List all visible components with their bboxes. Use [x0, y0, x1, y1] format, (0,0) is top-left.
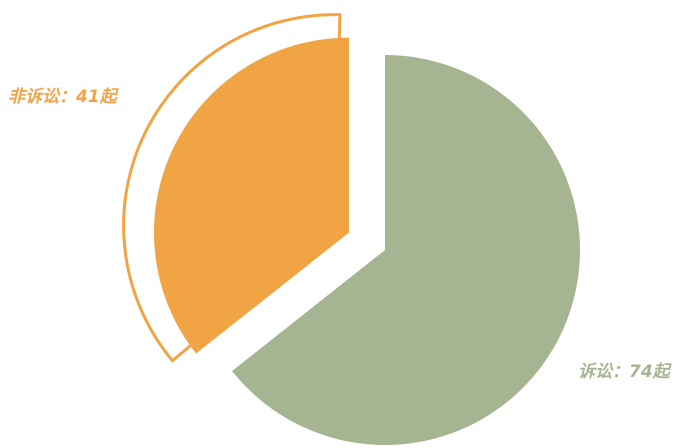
slice-label: 非诉讼：41起: [8, 87, 120, 107]
slice: [153, 37, 349, 354]
slice: [232, 55, 580, 445]
slice-highlight: [122, 13, 342, 363]
slice-label: 诉讼：74起: [578, 362, 673, 382]
